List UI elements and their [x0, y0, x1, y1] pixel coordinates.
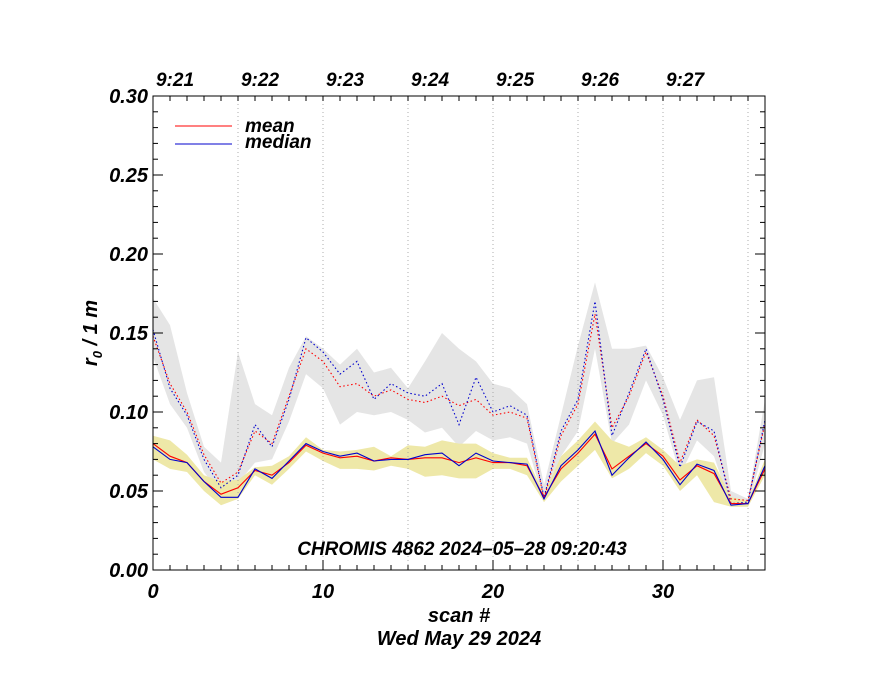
- axis-tick-labels: 0 10 20 30 0.00 0.05 0.10 0.15 0.20 0.25 0.30 9:21 9…: [109, 70, 705, 603]
- y-axis-label-symbol: r: [80, 357, 102, 366]
- y-tick-label: 0.10: [109, 402, 148, 424]
- time-gridlines: [237, 96, 749, 570]
- y-tick-label: 0.20: [109, 244, 148, 266]
- date-label: Wed May 29 2024: [377, 628, 541, 650]
- x-tick-label: 10: [312, 581, 334, 603]
- time-tick-label: 9:26: [581, 70, 619, 91]
- x-tick-label: 20: [481, 581, 504, 603]
- y-tick-label: 0.15: [109, 323, 149, 345]
- time-tick-label: 9:25: [496, 70, 534, 91]
- series-median: [152, 429, 766, 506]
- x-axis-label: scan #: [428, 605, 491, 627]
- time-tick-label: 9:24: [411, 70, 449, 91]
- legend: mean median: [175, 116, 312, 153]
- series-median-upper: [152, 301, 766, 505]
- legend-mean-label: mean: [245, 116, 295, 137]
- plot-frame: [152, 95, 766, 571]
- y-axis-label-unit: / 1 m: [80, 300, 102, 351]
- range-bands: [153, 282, 765, 507]
- time-tick-label: 9:22: [241, 70, 279, 91]
- y-tick-label: 0.05: [109, 481, 149, 503]
- band-lower: [153, 421, 765, 507]
- y-tick-label: 0.00: [109, 560, 148, 582]
- y-axis-label: r0 / 1 m: [80, 300, 105, 366]
- series-mean-upper: [152, 313, 766, 502]
- y-tick-label: 0.30: [109, 86, 148, 108]
- legend-median-label: median: [245, 132, 312, 153]
- time-tick-label: 9:21: [156, 70, 194, 91]
- time-tick-label: 9:23: [326, 70, 364, 91]
- time-tick-label: 9:27: [666, 70, 705, 91]
- x-tick-label: 0: [147, 581, 158, 603]
- chart-annotation: CHROMIS 4862 2024–05–28 09:20:43: [297, 539, 627, 560]
- x-tick-label: 30: [652, 581, 674, 603]
- data-series: [152, 301, 766, 506]
- axis-ticks: [152, 95, 766, 571]
- y-axis-label-subscript: 0: [90, 350, 105, 358]
- series-mean: [152, 433, 766, 505]
- y-tick-label: 0.25: [109, 165, 149, 187]
